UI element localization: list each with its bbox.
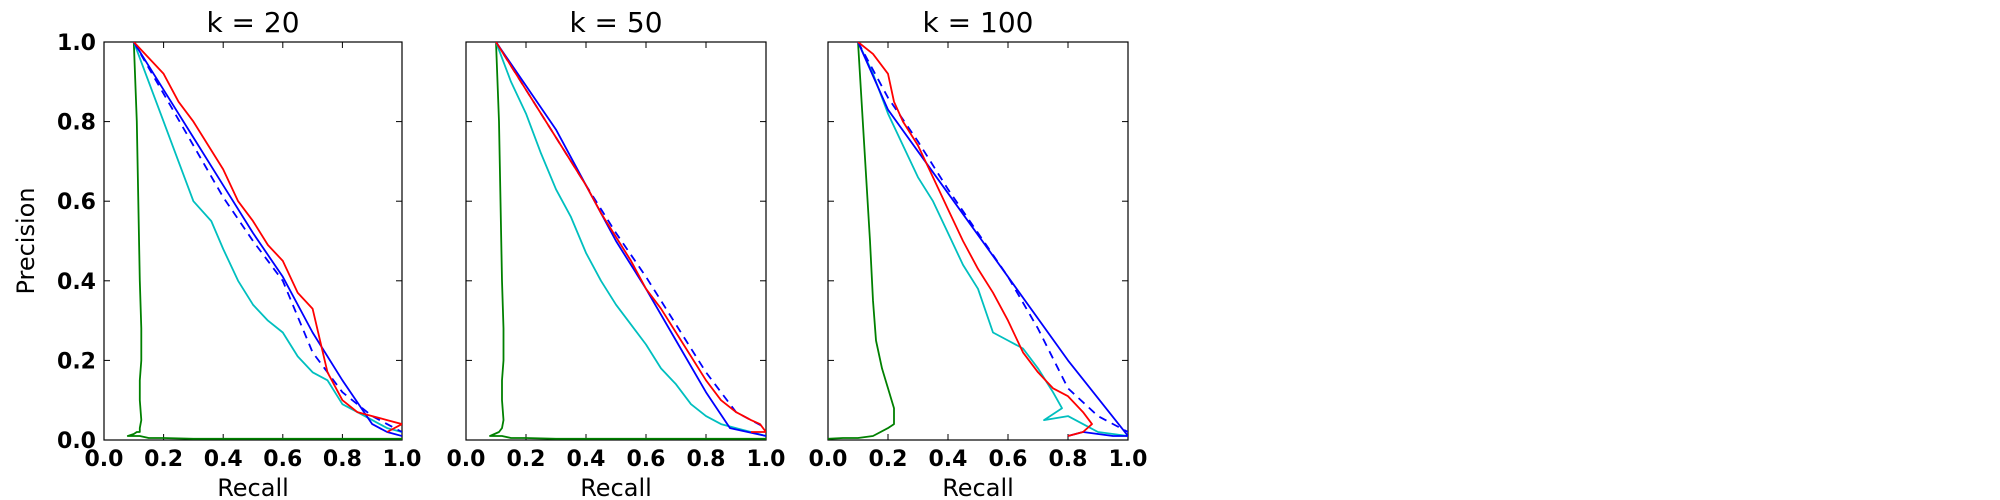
chart-title: k = 20 [206, 6, 299, 39]
y-tick-label: 0.0 [57, 429, 96, 454]
chart-title: k = 50 [569, 6, 662, 39]
x-tick-label: 0.8 [1049, 447, 1088, 472]
series-line-2 [495, 42, 766, 437]
chart-panel-1: k = 20 0.0 0.2 0.4 0.6 0.8 1.0 0.0 0.2 0.4 0.6 0.8 1… [12, 6, 421, 500]
x-tick-label: 0.6 [627, 447, 666, 472]
x-tick-label: 0.4 [204, 447, 243, 472]
x-tick-label: 0.6 [989, 447, 1028, 472]
series-group [489, 42, 766, 440]
x-tick-label: 0.2 [144, 447, 183, 472]
series-line-3 [133, 42, 402, 437]
series-group [828, 42, 1128, 440]
x-tick-label: 1.0 [1109, 447, 1148, 472]
plot-frame [827, 41, 1129, 441]
y-axis-label: Precision [12, 187, 40, 294]
series-line-5 [495, 42, 766, 433]
x-tick-label: 0.2 [869, 447, 908, 472]
x-tick-label: 0.6 [263, 447, 302, 472]
series-line-3 [857, 42, 1128, 437]
x-tick-label: 0.2 [507, 447, 546, 472]
series-line-1 [489, 42, 766, 440]
series-line-5 [133, 42, 402, 433]
series-line-3 [495, 42, 766, 437]
plot-frame [103, 41, 403, 441]
y-tick-label: 1.0 [57, 31, 96, 56]
x-tick-label: 0.4 [567, 447, 606, 472]
series-line-1 [126, 42, 402, 440]
x-tick-label: 1.0 [747, 447, 786, 472]
x-tick-label: 0.0 [809, 447, 848, 472]
x-tick-label: 0.0 [85, 447, 124, 472]
y-tick-label: 0.4 [57, 270, 96, 295]
x-axis-label: Recall [217, 474, 289, 500]
series-group [126, 42, 402, 440]
y-tick-label: 0.8 [57, 111, 96, 136]
series-line-2 [857, 42, 1128, 437]
chart-panel-3: k = 100 0.0 0.2 0.4 0.6 0.8 1.0 Recall [809, 6, 1148, 500]
x-tick-label: 0.4 [929, 447, 968, 472]
series-line-4 [133, 42, 402, 433]
chart-title: k = 100 [923, 6, 1034, 39]
y-tick-label: 0.6 [57, 190, 96, 215]
series-line-1 [828, 42, 895, 440]
x-axis-label: Recall [580, 474, 652, 500]
x-axis-label: Recall [942, 474, 1014, 500]
y-tick-label: 0.2 [57, 349, 96, 374]
x-tick-label: 0.8 [323, 447, 362, 472]
series-line-5 [857, 42, 1093, 437]
x-tick-label: 0.0 [447, 447, 486, 472]
chart-panel-2: k = 50 0.0 0.2 0.4 0.6 0.8 1.0 Recall [447, 6, 786, 500]
x-tick-label: 1.0 [383, 447, 422, 472]
x-tick-label: 0.8 [687, 447, 726, 472]
